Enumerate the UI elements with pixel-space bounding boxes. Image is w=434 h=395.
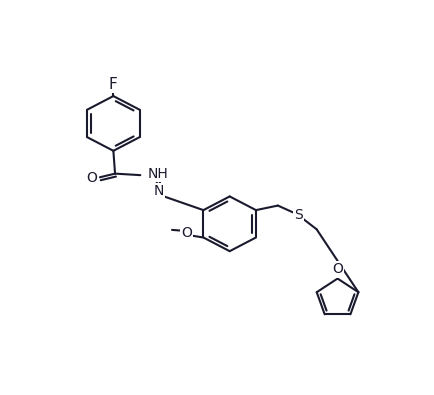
Text: O: O (86, 171, 97, 185)
Text: S: S (293, 208, 302, 222)
Text: O: O (181, 226, 191, 240)
Text: N: N (153, 184, 164, 198)
Text: O: O (332, 262, 342, 276)
Text: NH: NH (148, 167, 168, 181)
Text: F: F (109, 77, 118, 92)
